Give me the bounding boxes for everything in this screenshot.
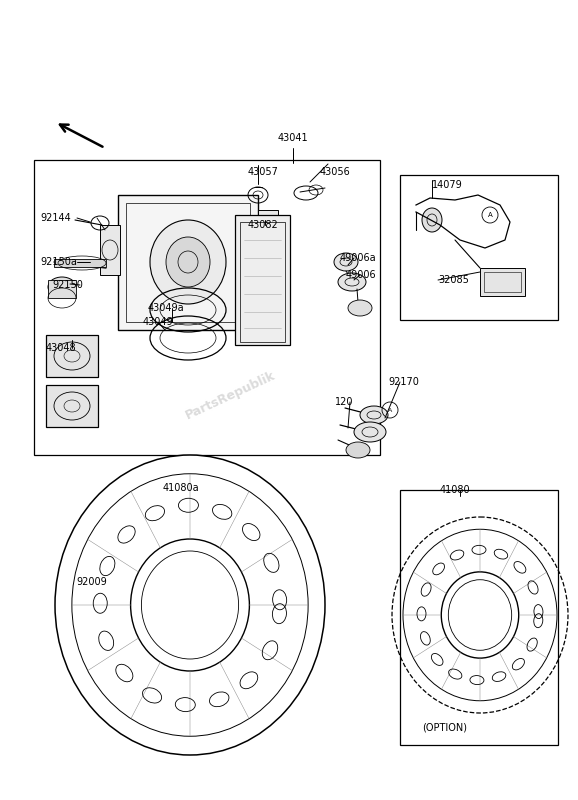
Ellipse shape	[150, 220, 226, 304]
Text: 43057: 43057	[248, 167, 279, 177]
Bar	[54, 259, 106, 267]
Bar	[48, 280, 76, 298]
Ellipse shape	[166, 237, 210, 287]
Text: 43048: 43048	[46, 343, 77, 353]
Text: 43082: 43082	[248, 220, 279, 230]
Text: 43056: 43056	[320, 167, 351, 177]
Bar	[118, 195, 258, 330]
Ellipse shape	[422, 208, 442, 232]
Bar	[46, 385, 98, 427]
Text: A: A	[488, 212, 492, 218]
Text: 92009: 92009	[76, 577, 107, 587]
Text: 43041: 43041	[277, 133, 308, 143]
Text: PartsRepublik: PartsRepublik	[183, 369, 277, 422]
Ellipse shape	[348, 300, 372, 316]
Text: 43049: 43049	[143, 317, 173, 327]
Ellipse shape	[346, 442, 370, 458]
Bar	[240, 222, 285, 342]
Bar	[400, 490, 558, 745]
Ellipse shape	[128, 573, 152, 591]
Text: 92170: 92170	[388, 377, 419, 387]
Bar	[46, 335, 98, 377]
Bar	[34, 160, 380, 455]
Text: (OPTION): (OPTION)	[422, 723, 467, 733]
Text: 43049a: 43049a	[148, 303, 184, 313]
Text: 120: 120	[335, 397, 354, 407]
Text: 92150a: 92150a	[40, 257, 77, 267]
Bar	[400, 175, 558, 320]
Bar	[258, 210, 278, 315]
Text: 49006: 49006	[346, 270, 377, 280]
Bar	[484, 272, 521, 292]
Text: 14079: 14079	[432, 180, 463, 190]
Text: A: A	[388, 407, 392, 413]
Ellipse shape	[334, 253, 358, 271]
Text: 32085: 32085	[438, 275, 469, 285]
Ellipse shape	[48, 277, 76, 297]
Ellipse shape	[55, 455, 325, 755]
Bar	[100, 225, 120, 275]
Text: 92144: 92144	[40, 213, 71, 223]
Text: 49006a: 49006a	[340, 253, 377, 263]
Text: 41080a: 41080a	[163, 483, 199, 493]
Text: 41080: 41080	[440, 485, 470, 495]
Bar	[235, 215, 290, 345]
Ellipse shape	[338, 273, 366, 291]
Bar	[126, 203, 250, 322]
Bar	[480, 268, 525, 296]
Text: 92150: 92150	[52, 280, 83, 290]
Ellipse shape	[354, 422, 386, 442]
Ellipse shape	[360, 406, 388, 424]
